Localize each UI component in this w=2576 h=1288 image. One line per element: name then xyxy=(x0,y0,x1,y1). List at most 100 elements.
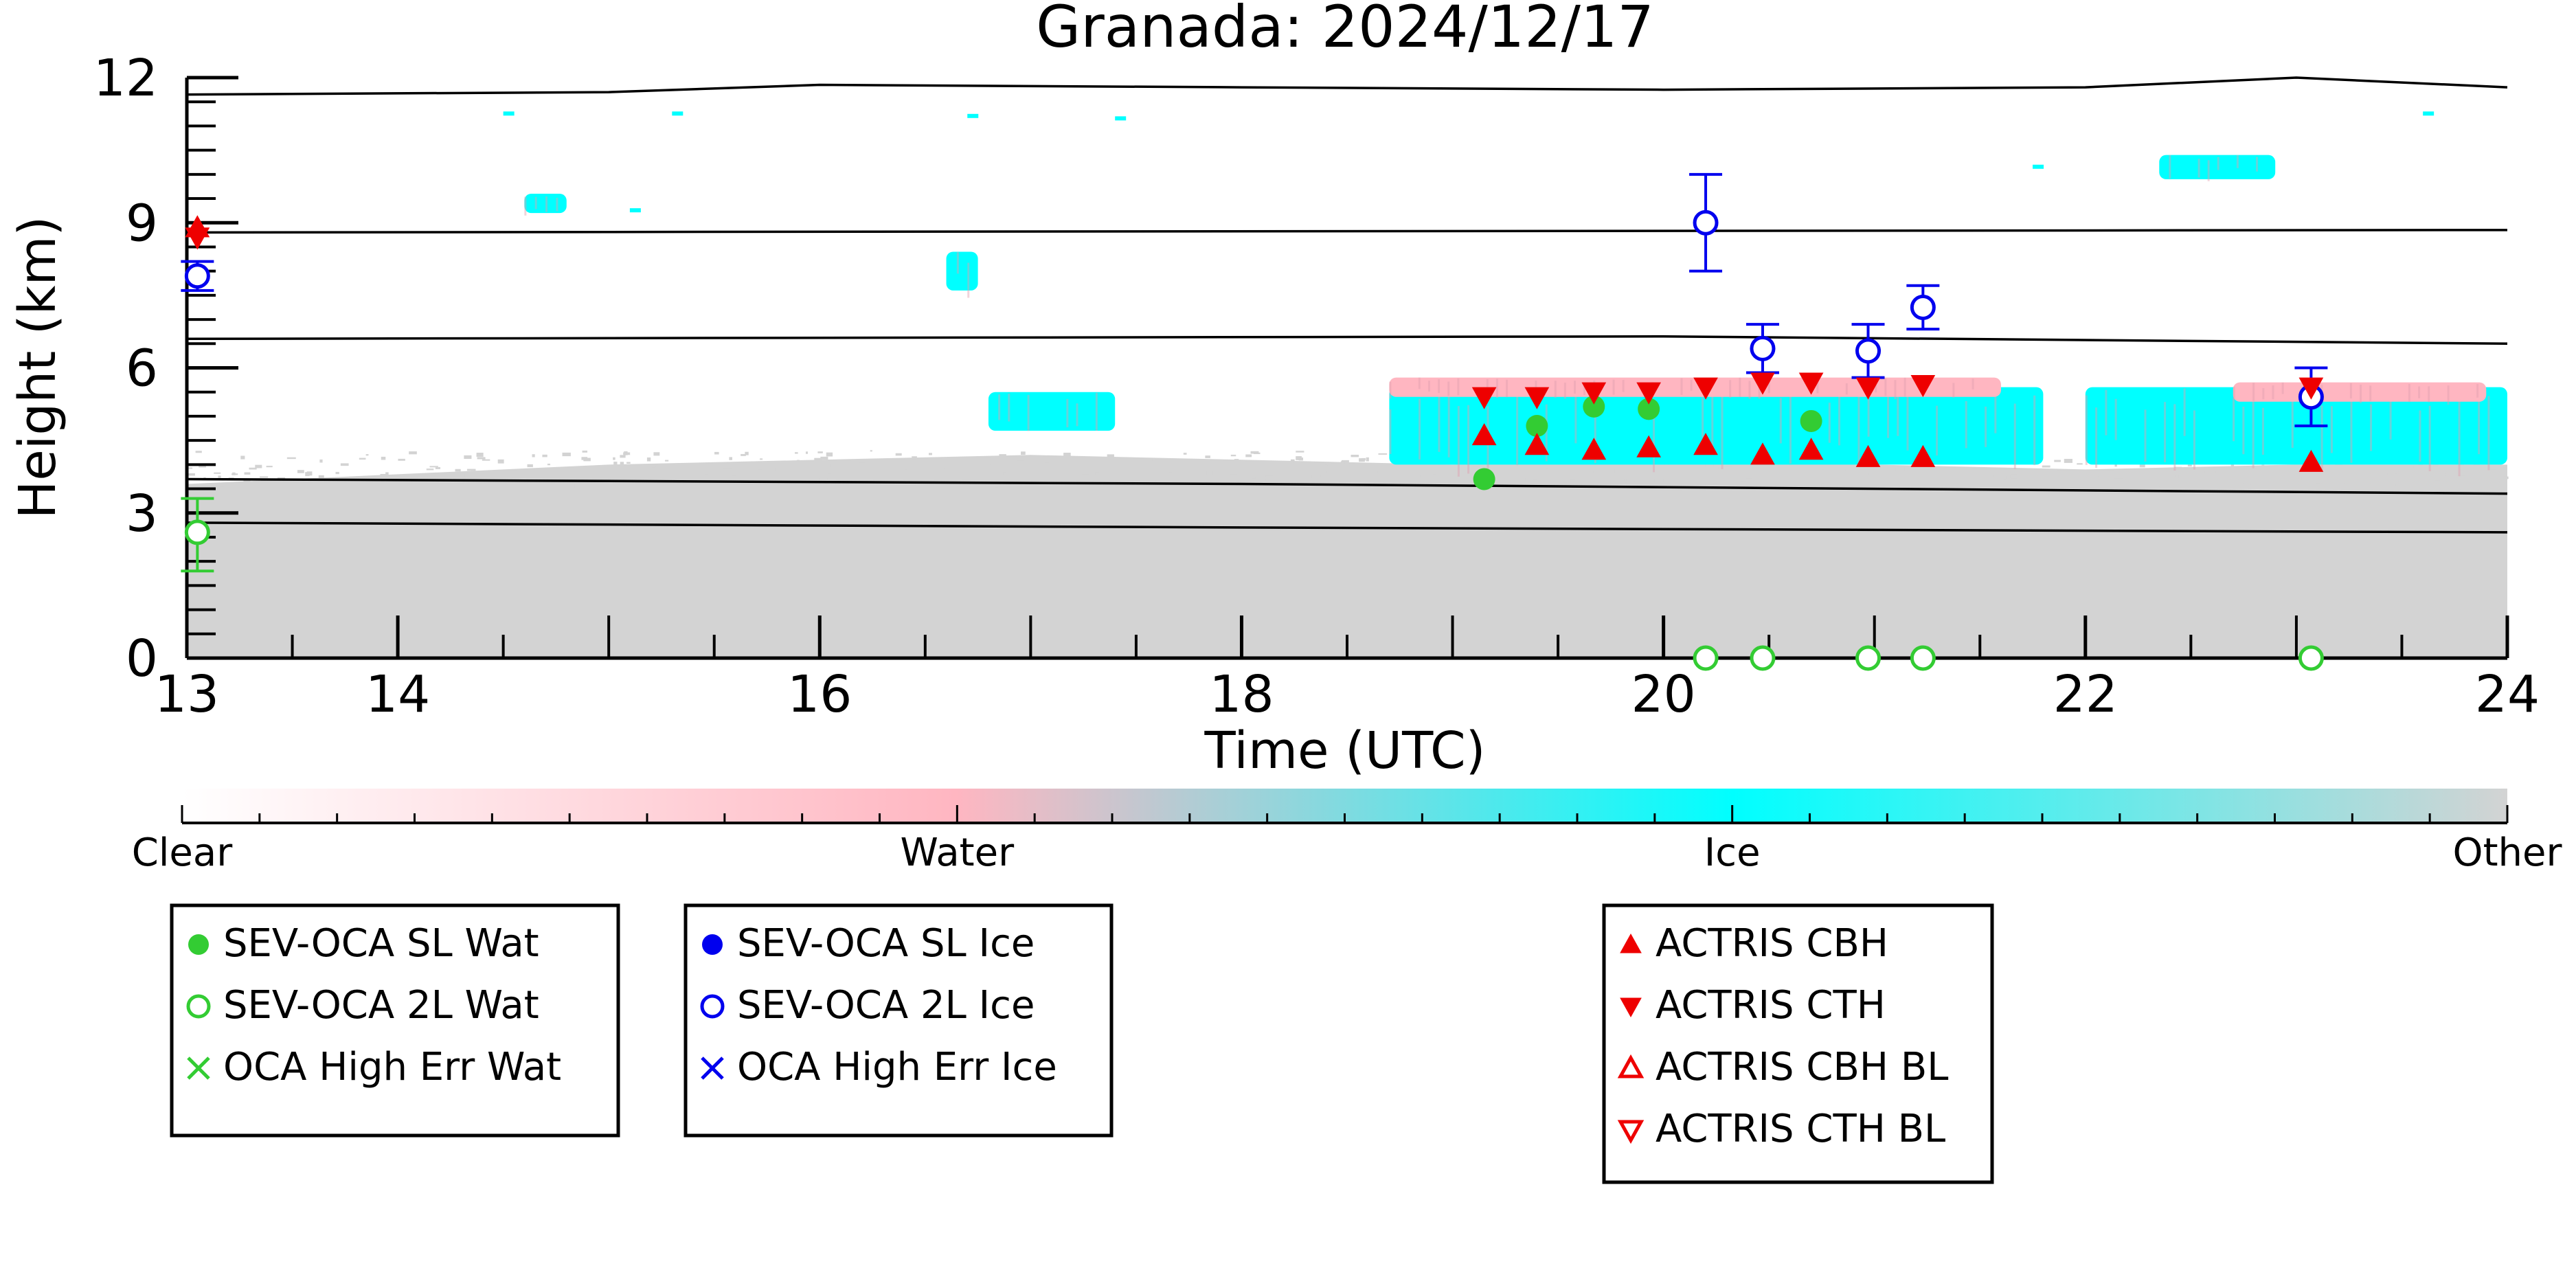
chart-title: Granada: 2024/12/17 xyxy=(1036,0,1654,60)
other-speckle xyxy=(2403,473,2408,476)
colorbar-label-clear: Clear xyxy=(132,831,233,875)
other-speckle xyxy=(794,452,798,454)
cloud-streak xyxy=(1748,381,1751,399)
point-actris-cth xyxy=(1910,375,1936,398)
other-speckle xyxy=(244,472,251,475)
cloud-streak xyxy=(1612,379,1615,395)
other-speckle xyxy=(1023,475,1027,477)
other-speckle xyxy=(1705,464,1714,468)
other-speckle xyxy=(929,453,932,455)
cloud-streak xyxy=(1622,380,1625,392)
cloud-streak xyxy=(2233,386,2235,400)
other-speckle xyxy=(1044,459,1050,463)
cloud-streak xyxy=(1903,377,1906,397)
other-speckle xyxy=(266,465,273,468)
other-speckle xyxy=(1634,481,1640,483)
cloud-streak xyxy=(2419,410,2421,462)
point-sev-oca-sl-wat xyxy=(1583,395,1605,418)
other-speckle xyxy=(497,483,505,488)
legend-box-1: SEV-OCA SL Wat SEV-OCA 2L Wat OCA High Err… xyxy=(170,903,620,1138)
other-speckle xyxy=(1625,480,1627,483)
cloud-streak xyxy=(2428,405,2431,471)
reference-line-5 xyxy=(186,521,2508,534)
other-speckle xyxy=(870,450,872,452)
other-speckle xyxy=(1695,476,1704,479)
other-speckle xyxy=(2056,471,2059,476)
other-speckle xyxy=(729,457,733,460)
cloud-streak xyxy=(1767,379,1770,394)
legend-frame xyxy=(1602,903,1994,1184)
other-speckle xyxy=(1240,477,1248,482)
cloud-streak xyxy=(2476,384,2479,398)
other-field xyxy=(187,455,2507,658)
other-speckle xyxy=(714,451,719,455)
other-speckle xyxy=(619,473,622,477)
other-speckle xyxy=(2493,482,2502,486)
other-speckle xyxy=(1032,466,1040,471)
other-speckle xyxy=(1348,479,1357,482)
other-speckle xyxy=(2420,480,2426,484)
other-speckle xyxy=(2448,477,2452,479)
cloud-streak xyxy=(2369,385,2372,401)
other-speckle xyxy=(277,477,286,479)
colorbar-label-ice: Ice xyxy=(1704,831,1761,875)
other-speckle xyxy=(1123,465,1129,470)
other-speckle xyxy=(1459,481,1467,484)
other-speckle xyxy=(1501,477,1510,480)
other-speckle xyxy=(1366,457,1369,462)
legend-marker xyxy=(700,994,725,1019)
other-speckle xyxy=(482,459,490,461)
other-speckle xyxy=(318,475,324,478)
other-speckle xyxy=(827,472,832,474)
cloud-streak xyxy=(1008,393,1010,422)
other-speckle xyxy=(2248,472,2252,475)
other-speckle xyxy=(2114,478,2123,483)
other-speckle xyxy=(255,464,262,468)
other-speckle xyxy=(214,472,221,474)
point-actris-cth xyxy=(1636,382,1661,405)
other-speckle xyxy=(562,452,571,457)
other-speckle xyxy=(1868,473,1871,476)
other-speckle xyxy=(1011,466,1017,470)
other-speckle xyxy=(335,471,339,475)
other-speckle xyxy=(686,471,693,475)
other-speckle xyxy=(453,476,457,479)
other-speckle xyxy=(1230,454,1236,457)
other-speckle xyxy=(411,477,419,479)
cloud-streak xyxy=(1867,390,1870,437)
cloud-streak xyxy=(1583,383,1586,396)
legend-box-3: ACTRIS CBH ACTRIS CTH ACTRIS CBH BL ACTRIS … xyxy=(1602,903,1994,1184)
other-speckle xyxy=(539,482,544,486)
cloud-streak xyxy=(2095,407,2098,468)
other-speckle xyxy=(547,464,551,466)
other-speckle xyxy=(2090,475,2099,478)
point-sev-oca-sl-wat xyxy=(1526,415,1548,437)
other-speckle xyxy=(941,468,945,470)
other-speckle xyxy=(365,454,369,456)
other-speckle xyxy=(758,469,762,473)
other-speckle xyxy=(249,467,257,470)
cloud-ice-mid xyxy=(1389,387,2044,465)
ice-speck xyxy=(2033,164,2044,169)
cloud-streak xyxy=(1702,390,1704,438)
other-speckle xyxy=(1183,453,1187,455)
cloud-streak xyxy=(1438,389,1440,452)
other-speckle xyxy=(1657,470,1665,473)
cloud-streak xyxy=(1965,400,1967,449)
other-speckle xyxy=(817,451,823,453)
other-speckle xyxy=(2443,473,2445,475)
legend-box-2: SEV-OCA SL Ice SEV-OCA 2L Ice OCA High Err… xyxy=(683,903,1114,1138)
other-speckle xyxy=(381,456,386,460)
other-speckle xyxy=(1321,470,1326,475)
other-speckle xyxy=(988,460,994,464)
cloud-streak xyxy=(1447,396,1450,457)
other-speckle xyxy=(506,475,513,477)
other-speckle xyxy=(1234,459,1239,463)
other-speckle xyxy=(1730,484,1736,486)
cloud-streak xyxy=(2252,383,2255,402)
other-speckle xyxy=(975,480,983,483)
cloud-streak xyxy=(1816,379,1819,394)
other-speckle xyxy=(1809,464,1816,468)
other-speckle xyxy=(477,457,486,460)
cloud-streak xyxy=(1994,394,1997,433)
